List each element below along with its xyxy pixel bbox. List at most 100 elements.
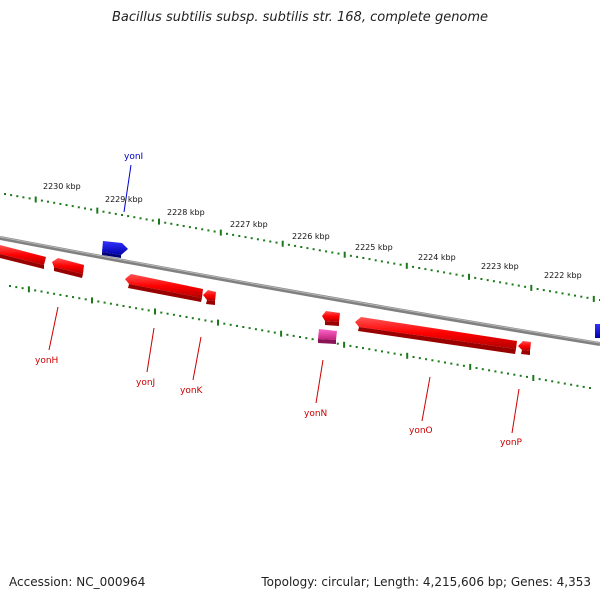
inner-minor-tick — [544, 379, 547, 382]
outer-minor-tick — [10, 194, 13, 197]
outer-minor-tick — [244, 236, 247, 239]
outer-minor-tick — [176, 223, 179, 226]
gene-partial-right[interactable] — [595, 324, 600, 338]
inner-minor-tick — [387, 351, 390, 354]
gene-yonN[interactable] — [318, 329, 337, 344]
accession-text: Accession: NC_000964 — [9, 575, 146, 589]
outer-major-tick — [158, 218, 160, 225]
gene-label-yonI[interactable]: yonI — [124, 152, 143, 162]
kbp-label-2225: 2225 kbp — [355, 243, 393, 252]
outer-minor-tick — [201, 228, 204, 231]
inner-minor-tick — [507, 372, 509, 375]
genome-backbone-highlight — [0, 236, 600, 344]
gene-red-left-edge[interactable] — [0, 245, 46, 269]
gene-label-yonK[interactable]: yonK — [180, 386, 204, 396]
outer-minor-tick — [40, 199, 43, 202]
outer-minor-tick — [374, 259, 377, 262]
outer-major-tick — [343, 251, 346, 258]
outer-minor-tick — [133, 216, 136, 219]
outer-minor-tick — [455, 273, 458, 276]
outer-minor-tick — [90, 208, 93, 211]
inner-minor-tick — [21, 287, 24, 290]
outer-major-tick — [281, 240, 284, 247]
gene-yonJ[interactable] — [125, 274, 203, 302]
leader-yonO — [421, 376, 431, 422]
gene-label-yonO[interactable]: yonO — [409, 426, 433, 436]
inner-minor-tick — [494, 370, 497, 373]
gene-yonN-upper[interactable] — [322, 311, 340, 326]
kbp-label-2226: 2226 kbp — [292, 232, 330, 241]
gene-yonK[interactable] — [203, 290, 216, 305]
outer-minor-tick — [269, 240, 272, 243]
outer-minor-tick — [53, 201, 56, 204]
gene-label-yonJ[interactable]: yonJ — [136, 378, 155, 388]
inner-tick-ring — [9, 285, 591, 389]
inner-minor-tick — [462, 364, 465, 367]
outer-tick-ring — [4, 193, 600, 302]
outer-minor-tick — [436, 270, 439, 273]
inner-minor-tick — [374, 349, 377, 352]
kbp-label-2224: 2224 kbp — [418, 253, 456, 262]
inner-minor-tick — [519, 374, 522, 377]
leader-yonN — [315, 359, 324, 404]
outer-major-tick — [592, 295, 595, 302]
outer-minor-tick — [287, 243, 290, 246]
inner-minor-tick — [456, 363, 459, 366]
outer-minor-tick — [121, 214, 123, 216]
gene-label-yonP[interactable]: yonP — [500, 438, 523, 448]
outer-minor-tick — [517, 284, 520, 287]
inner-minor-tick — [444, 361, 446, 364]
inner-minor-tick — [267, 330, 270, 333]
inner-minor-tick — [368, 348, 371, 351]
outer-minor-tick — [59, 202, 62, 205]
inner-minor-tick — [72, 296, 74, 299]
outer-minor-tick — [294, 244, 297, 247]
inner-minor-tick — [563, 382, 566, 385]
inner-major-tick — [154, 308, 156, 315]
inner-minor-tick — [248, 327, 251, 330]
inner-minor-tick — [551, 380, 554, 383]
outer-minor-tick — [337, 252, 340, 255]
inner-minor-tick — [500, 371, 503, 374]
inner-minor-tick — [65, 295, 68, 297]
leader-yonH — [48, 306, 59, 351]
outer-major-tick — [96, 207, 99, 214]
outer-minor-tick — [306, 247, 309, 250]
gene-label-yonN[interactable]: yonN — [304, 409, 327, 419]
gene-yonO[interactable] — [355, 317, 517, 354]
inner-minor-tick — [437, 360, 440, 363]
gene-label-yonH[interactable]: yonH — [35, 356, 58, 366]
outer-minor-tick — [412, 265, 414, 268]
inner-minor-tick — [254, 328, 257, 331]
inner-minor-tick — [223, 322, 226, 325]
inner-minor-tick — [311, 338, 314, 341]
inner-minor-tick — [513, 373, 516, 376]
outer-major-tick — [34, 196, 37, 203]
inner-minor-tick — [109, 302, 112, 305]
inner-major-tick — [469, 363, 472, 370]
outer-minor-tick — [586, 296, 589, 299]
outer-minor-tick — [108, 211, 111, 214]
inner-minor-tick — [78, 297, 81, 300]
outer-minor-tick — [4, 193, 6, 195]
outer-minor-tick — [443, 271, 446, 274]
inner-minor-tick — [481, 368, 484, 371]
outer-major-tick — [219, 229, 222, 236]
outer-major-tick — [530, 284, 533, 291]
gene-yonH[interactable] — [52, 258, 84, 278]
kbp-label-2229: 2229 kbp — [105, 195, 143, 204]
inner-minor-tick — [185, 316, 188, 318]
outer-minor-tick — [399, 263, 402, 266]
outer-minor-tick — [380, 260, 383, 263]
leader-yonP — [511, 388, 520, 434]
inner-minor-tick — [381, 350, 383, 353]
outer-minor-tick — [331, 251, 334, 254]
inner-minor-tick — [198, 318, 201, 321]
outer-minor-tick — [561, 292, 564, 295]
inner-minor-tick — [393, 352, 396, 355]
inner-minor-tick — [166, 312, 169, 315]
outer-major-tick — [405, 262, 408, 269]
kbp-label-2227: 2227 kbp — [230, 220, 268, 229]
gene-yonP[interactable] — [518, 341, 531, 355]
gene-yonI[interactable] — [102, 241, 128, 258]
